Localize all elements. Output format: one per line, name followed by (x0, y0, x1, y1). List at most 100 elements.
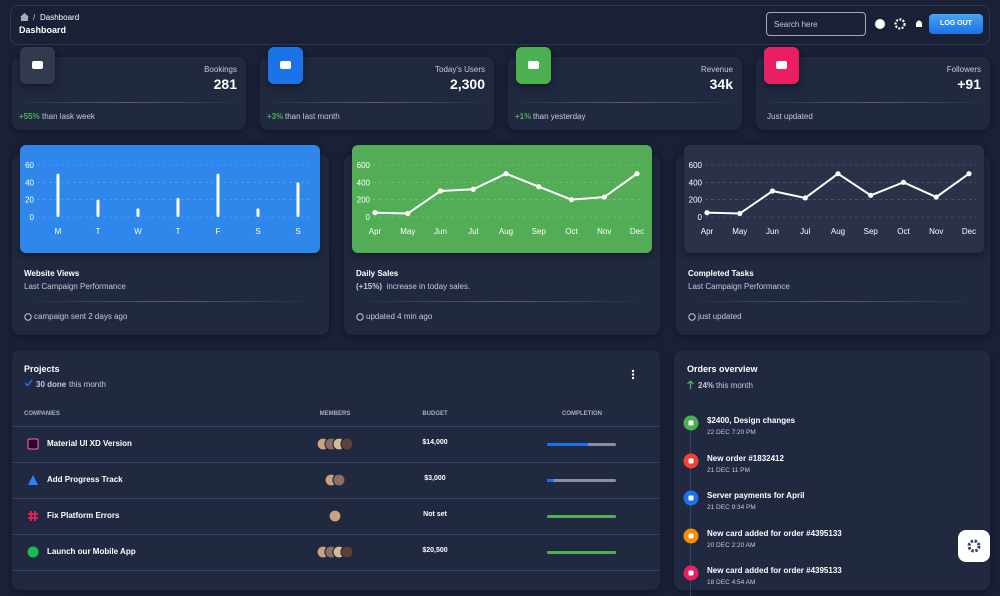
bar (96, 199, 100, 217)
member-avatar (340, 437, 354, 451)
row-divider (12, 498, 660, 499)
divider (756, 102, 990, 103)
chart-card: 0 20 40 60 M T W T F S S Website Views Last Campaign… (12, 145, 329, 335)
divider (12, 102, 246, 103)
breadcrumb[interactable]: Dashboard (40, 13, 80, 22)
point (437, 188, 444, 194)
completion-bar (547, 551, 616, 554)
icon-shape (27, 546, 39, 558)
notification-icon[interactable] (916, 20, 922, 28)
navbar: / Dashboard Dashboard Search here LOG OU… (10, 5, 990, 45)
chart-subtitle: Last Campaign Performance (688, 282, 790, 291)
point (933, 194, 939, 200)
projects-done-text: this month (69, 380, 106, 389)
stat-change-text: than yesterday (533, 112, 586, 121)
company-icon (28, 511, 38, 521)
order-title: New card added for order #4395133 (707, 566, 842, 575)
point (470, 186, 476, 192)
x-tick-label: Jun (434, 227, 447, 236)
stat-value: 2,300 (449, 76, 485, 92)
search-box[interactable]: Search here (766, 12, 866, 36)
x-tick-label: Apr (701, 227, 714, 236)
logout-button[interactable]: LOG OUT (929, 14, 983, 34)
members (324, 473, 346, 487)
x-tick-label: Apr (369, 227, 382, 236)
member-avatar (328, 509, 342, 523)
y-tick-label: 0 (366, 213, 371, 222)
timeline-line (690, 416, 691, 596)
home-icon[interactable] (20, 13, 29, 21)
divider (354, 301, 650, 302)
x-tick-label: W (134, 227, 142, 236)
bar (256, 208, 260, 217)
point (372, 210, 378, 216)
stat-label: Today's Users (435, 65, 485, 74)
stat-icon (20, 47, 55, 84)
completion-bar (547, 479, 554, 482)
glyph (280, 61, 291, 69)
timeline-dot (683, 565, 699, 581)
order-date: 21 DEC 11 PM (707, 466, 750, 474)
chart: 0 200 400 600 Apr May Jun Jul Aug Sep Oct Nov Dec (689, 161, 976, 236)
point (737, 210, 743, 217)
point (835, 171, 841, 177)
budget: Not set (423, 511, 447, 518)
projects-done: 30 done (36, 380, 67, 389)
y-tick-label: 60 (25, 161, 34, 170)
check-icon (24, 379, 33, 387)
chart: 0 20 40 60 M T W T F S S (25, 161, 312, 236)
x-tick-label: T (176, 227, 181, 236)
line (374, 172, 638, 215)
order-title: New card added for order #4395133 (707, 528, 842, 538)
completion (547, 479, 616, 482)
point (868, 192, 874, 198)
x-tick-label: Jul (468, 227, 478, 236)
account-icon[interactable] (875, 19, 885, 29)
chart-card: 0 200 400 600 Apr May Jun Jul Aug Sep Oct Nov Dec Com… (676, 145, 990, 335)
chart-subtitle: increase in today sales. (386, 282, 471, 291)
chart: 0 200 400 600 Apr May Jun Jul Aug Sep Oct Nov Dec (357, 161, 644, 236)
menu-dots[interactable] (631, 369, 635, 381)
members (328, 509, 342, 523)
point (405, 210, 411, 217)
dot-glyph (688, 458, 694, 463)
bar (176, 197, 180, 217)
settings-icon[interactable] (894, 18, 906, 30)
company-icon (28, 475, 38, 485)
projects-title: Projects (24, 364, 60, 374)
breadcrumb-separator: / (33, 13, 36, 22)
line (706, 172, 970, 215)
x-tick-label: F (216, 227, 221, 236)
stat-label: Followers (946, 65, 981, 74)
timeline-dot (683, 453, 699, 468)
completion (547, 551, 616, 554)
point (704, 210, 710, 216)
row-divider (12, 570, 660, 571)
stat-footer: Just updated (767, 112, 813, 121)
settings-fab[interactable] (958, 530, 990, 562)
y-tick-label: 400 (689, 178, 703, 187)
x-tick-label: Dec (962, 227, 976, 236)
completion-track (547, 479, 616, 482)
bar (296, 182, 300, 217)
project-name: Launch our Mobile App (47, 547, 136, 556)
dot-glyph (688, 495, 694, 501)
divider (508, 102, 742, 103)
clock (24, 313, 32, 321)
y-tick-label: 0 (698, 213, 703, 222)
row-divider (12, 462, 660, 463)
orders-change-text: this month (716, 381, 753, 390)
order-title: New order #1832412 (707, 453, 784, 463)
projects-card: Projects 30 done this month COMPANIES MEM… (12, 350, 660, 590)
timeline-dot (683, 415, 699, 431)
project-name: Fix Platform Errors (47, 511, 120, 520)
icon-glyph (528, 61, 539, 69)
orders-title: Orders overview (687, 364, 758, 374)
stat-value: +91 (957, 76, 981, 92)
y-tick-label: 20 (25, 196, 34, 205)
dot-glyph (688, 570, 694, 576)
icon-shape (27, 438, 39, 450)
stat-change: +1% (515, 112, 532, 121)
budget: $14,000 (422, 439, 448, 446)
point (634, 171, 640, 177)
